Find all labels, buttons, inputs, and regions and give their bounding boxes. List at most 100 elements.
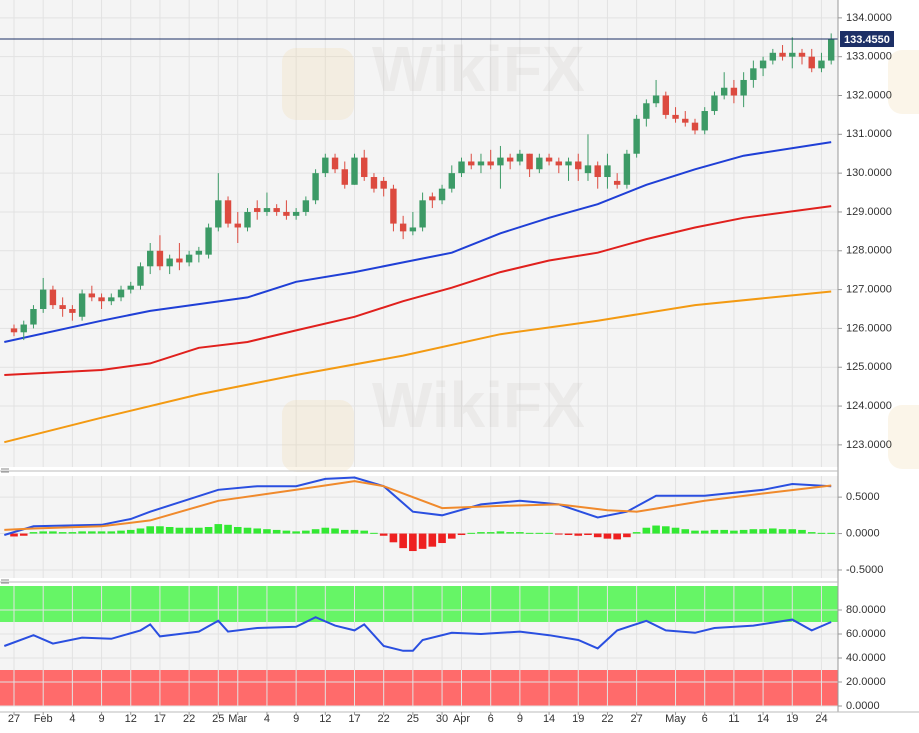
- macd-histogram-bar: [126, 529, 135, 534]
- x-tick-label: 6: [702, 713, 708, 725]
- candle-body: [575, 161, 582, 170]
- candle-body: [769, 52, 777, 61]
- candle-body: [536, 157, 543, 170]
- candle-body: [137, 266, 144, 286]
- price-panel: [0, 0, 838, 467]
- candle-body: [244, 211, 251, 228]
- candle-body: [827, 39, 835, 61]
- macd-histogram-bar: [574, 533, 583, 536]
- moving-average: [4, 290, 832, 444]
- candle-body: [468, 161, 475, 166]
- y-tick-label: 126.0000: [846, 322, 892, 334]
- macd-histogram-bar: [525, 532, 534, 534]
- candle-body: [438, 188, 446, 201]
- candle-body: [584, 165, 592, 174]
- macd-histogram-bar: [58, 532, 67, 534]
- macd-histogram-bar: [564, 533, 573, 536]
- x-tick-label: 9: [517, 713, 523, 725]
- x-tick-label: 19: [786, 713, 798, 725]
- macd-histogram-bar: [447, 533, 456, 539]
- y-tick-label: 131.0000: [846, 128, 892, 140]
- macd-histogram-bar: [438, 533, 446, 544]
- x-tick-label: 4: [264, 713, 270, 725]
- macd-histogram-bar: [399, 533, 407, 549]
- macd-histogram-bar: [204, 527, 213, 534]
- macd-histogram-bar: [652, 525, 660, 534]
- candle-body: [613, 180, 621, 185]
- macd-histogram-bar: [739, 529, 748, 534]
- x-tick-label: 25: [212, 713, 224, 725]
- macd-histogram-bar: [817, 532, 826, 534]
- candle-body: [662, 95, 670, 115]
- candle-body: [409, 227, 417, 232]
- y-tick-label: 132.0000: [846, 89, 892, 101]
- x-tick-label: 22: [183, 713, 195, 725]
- candle-body: [682, 118, 689, 123]
- y-tick-label: 20.0000: [846, 676, 886, 688]
- candle-body: [39, 289, 47, 310]
- macd-histogram-bar: [243, 527, 252, 534]
- candle-body: [419, 200, 426, 228]
- macd-histogram-bar: [613, 533, 621, 540]
- candle-body: [477, 161, 485, 166]
- macd-histogram-bar: [535, 532, 544, 534]
- candle-body: [429, 196, 436, 201]
- macd-histogram-bar: [253, 528, 262, 534]
- macd-histogram-bar: [409, 533, 417, 552]
- macd-histogram-bar: [516, 532, 524, 534]
- candle-body: [117, 289, 125, 298]
- macd-histogram-bar: [593, 533, 602, 538]
- candle-body: [720, 87, 728, 96]
- macd-histogram-bar: [457, 533, 466, 536]
- candle-body: [224, 200, 232, 224]
- x-tick-label: Feb: [34, 713, 53, 725]
- candle-body: [49, 289, 57, 306]
- macd-histogram-bar: [496, 531, 505, 534]
- candle-body: [701, 111, 708, 131]
- candle-body: [254, 208, 261, 212]
- macd-histogram-bar: [233, 527, 242, 534]
- candle-body: [390, 188, 397, 224]
- macd-histogram-bar: [78, 531, 86, 534]
- macd-histogram-bar: [389, 533, 398, 543]
- watermark: WikiFX WikiFX: [282, 33, 919, 472]
- macd-histogram-bar: [331, 528, 339, 534]
- candle-body: [623, 153, 631, 185]
- candle-body: [789, 52, 796, 57]
- candle-body: [88, 293, 96, 298]
- macd-histogram-bar: [146, 526, 155, 534]
- candle-body: [341, 169, 348, 185]
- candle-body: [633, 118, 640, 154]
- x-tick-label: 19: [572, 713, 584, 725]
- macd-histogram-bar: [554, 533, 563, 535]
- candle-body: [156, 250, 164, 267]
- macd-histogram-bar: [798, 529, 806, 534]
- x-tick-label: 27: [8, 713, 20, 725]
- candle-body: [108, 297, 115, 302]
- x-tick-label: Mar: [228, 713, 247, 725]
- macd-histogram-bar: [730, 530, 738, 534]
- y-tick-label: 127.0000: [846, 284, 892, 296]
- macd-line: [4, 476, 832, 536]
- macd-histogram-bar: [759, 529, 767, 534]
- macd-histogram-bar: [788, 529, 797, 534]
- y-tick-label: 123.0000: [846, 439, 892, 451]
- macd-line: [4, 480, 832, 531]
- candle-body: [808, 56, 815, 69]
- macd-histogram-bar: [477, 532, 485, 534]
- macd-histogram-bar: [292, 531, 300, 534]
- candle-body: [740, 79, 747, 96]
- plot-layers: [0, 0, 838, 707]
- x-tick-label: 9: [293, 713, 299, 725]
- macd-histogram-bar: [136, 528, 145, 534]
- macd-histogram-bar: [671, 527, 680, 534]
- macd-histogram-bar: [700, 530, 709, 534]
- macd-histogram-bar: [321, 527, 330, 534]
- macd-histogram-bar: [224, 524, 232, 534]
- x-tick-label: 4: [69, 713, 75, 725]
- macd-histogram-bar: [185, 527, 193, 534]
- candle-body: [292, 211, 300, 216]
- candle-body: [147, 250, 154, 267]
- macd-histogram-bar: [117, 530, 125, 534]
- x-tick-label: May: [665, 713, 686, 725]
